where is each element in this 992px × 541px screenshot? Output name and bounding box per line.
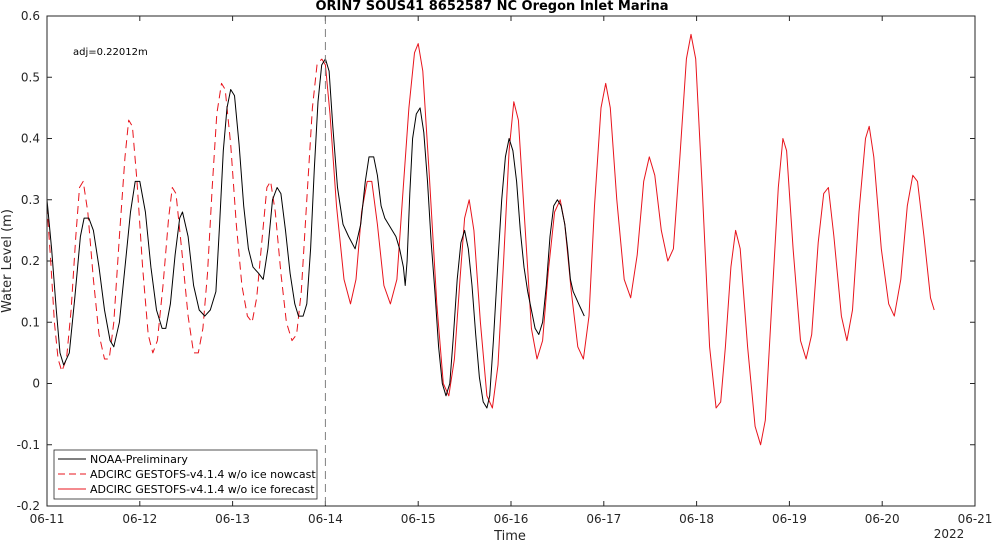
y-tick-label-0-4: 0.4 — [21, 132, 40, 146]
x-year-label: 2022 — [934, 527, 965, 541]
y-axis-label: Water Level (m) — [0, 209, 15, 313]
x-tick-label-06-19: 06-19 — [772, 512, 807, 526]
y-tick-label-0-5: 0.5 — [21, 70, 40, 84]
x-tick-label-06-18: 06-18 — [679, 512, 714, 526]
x-tick-label-06-12: 06-12 — [122, 512, 157, 526]
legend-label-observed: NOAA-Preliminary — [90, 453, 188, 466]
legend: NOAA-Preliminary ADCIRC GESTOFS-v4.1.4 w… — [53, 449, 318, 500]
x-tick-label-06-16: 06-16 — [494, 512, 529, 526]
plot-frame — [46, 15, 976, 507]
y-tick-label-0: 0 — [32, 377, 40, 391]
legend-box — [53, 449, 318, 500]
series-line-adcirc-gestofs-v4-1-4-w-o-ice-forecast — [321, 33, 935, 446]
y-tick-label-0-1: 0.1 — [21, 315, 40, 329]
x-axis-label: Time — [493, 529, 526, 541]
series-line-adcirc-gestofs-v4-1-4-w-o-ice-nowcast — [46, 58, 323, 372]
y-tick-label-0-1: -0.1 — [17, 438, 40, 452]
legend-label-nowcast: ADCIRC GESTOFS-v4.1.4 w/o ice nowcast — [90, 468, 316, 481]
y-tick-label-0-2: -0.2 — [17, 499, 40, 513]
y-tick-label-0-2: 0.2 — [21, 254, 40, 268]
series-line-noaa-preliminary — [46, 58, 585, 409]
x-tick-label-06-13: 06-13 — [215, 512, 250, 526]
chart-title: ORIN7 SOUS41 8652587 NC Oregon Inlet Mar… — [315, 0, 668, 14]
x-tick-label-06-15: 06-15 — [401, 512, 436, 526]
legend-label-forecast: ADCIRC GESTOFS-v4.1.4 w/o ice forecast — [90, 483, 315, 496]
plot-area: 06-11 06-12 06-13 06-14 06-15 06-16 06-17 06-18… — [17, 9, 992, 526]
series-layer — [46, 33, 935, 446]
y-tick-label-0-6: 0.6 — [21, 9, 40, 23]
x-tick-label-06-14: 06-14 — [308, 512, 343, 526]
adjustment-annotation: adj=0.22012m — [73, 47, 148, 58]
x-tick-label-06-11: 06-11 — [30, 512, 65, 526]
x-tick-label-06-21: 06-21 — [958, 512, 992, 526]
x-tick-label-06-17: 06-17 — [586, 512, 621, 526]
y-tick-label-0-3: 0.3 — [21, 193, 40, 207]
x-tick-label-06-20: 06-20 — [865, 512, 900, 526]
